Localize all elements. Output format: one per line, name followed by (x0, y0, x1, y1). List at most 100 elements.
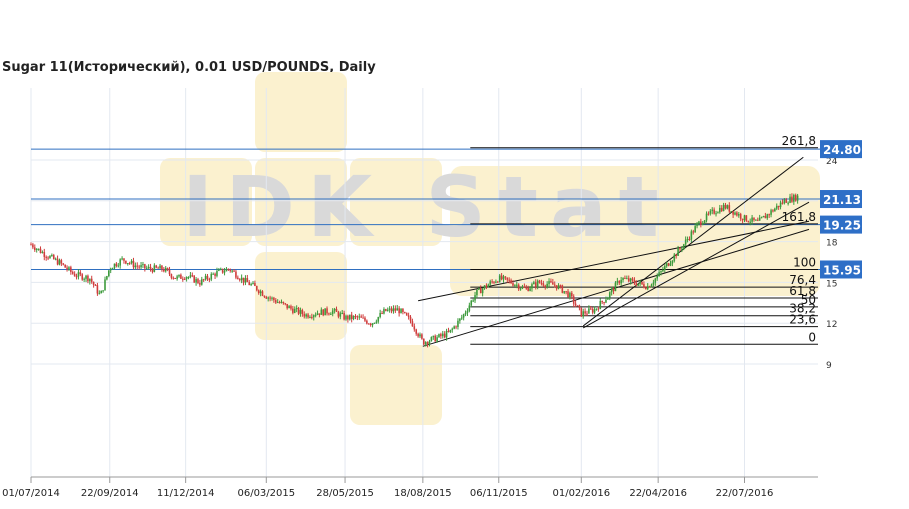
candle-body (405, 312, 408, 316)
candle-body (673, 254, 676, 261)
candle-body (168, 269, 171, 275)
candle-body (176, 276, 178, 279)
candle-body (377, 317, 380, 322)
candle-body (383, 309, 385, 314)
candle-body (445, 330, 448, 338)
candle-body (138, 266, 140, 268)
candle-body (225, 268, 228, 272)
candle-body (352, 315, 355, 320)
candle-body (358, 316, 361, 318)
candle-body (571, 292, 573, 297)
candle-body (544, 285, 547, 287)
candle-body (62, 263, 65, 265)
candle-body (760, 217, 763, 219)
candle-body (223, 271, 226, 273)
candle-body (265, 296, 268, 299)
candle-body (157, 267, 159, 269)
y-tick-label: 15 (826, 279, 837, 289)
x-tick-label: 18/08/2015 (394, 488, 452, 499)
candle-body (39, 248, 42, 253)
candle-body (87, 275, 89, 282)
candle-body (297, 307, 300, 314)
candle-body (424, 342, 427, 345)
candle-body (589, 308, 592, 310)
candle-body (627, 278, 630, 282)
candle-body (756, 219, 759, 221)
candle-body (459, 318, 461, 321)
candle-body (498, 275, 501, 283)
candle-body (299, 309, 302, 314)
candle-body (328, 313, 330, 315)
candle-body (607, 297, 609, 300)
candle-body (411, 321, 414, 327)
candle-body (119, 259, 121, 266)
candle-body (52, 255, 55, 260)
candle-body (785, 199, 788, 203)
x-tick-label: 06/03/2015 (237, 488, 295, 499)
watermark-logo-blocks (160, 72, 820, 425)
candle-body (373, 322, 376, 324)
candle-body (218, 269, 220, 271)
candle-body (309, 317, 311, 319)
candle-body (582, 311, 584, 317)
candle-body (267, 297, 269, 299)
candle-body (254, 283, 256, 287)
candle-body (426, 342, 429, 345)
candle-body (542, 283, 545, 286)
candle-body (500, 275, 503, 280)
candle-body (686, 239, 689, 241)
candle-body (210, 274, 213, 280)
candle-body (145, 267, 148, 269)
candle-body (669, 263, 672, 266)
candle-body (197, 279, 199, 284)
candle-body (98, 293, 101, 295)
candle-body (271, 297, 273, 299)
candle-body (94, 284, 97, 286)
candle-body (639, 281, 641, 284)
candle-body (705, 213, 708, 221)
candle-body (747, 221, 750, 223)
candle-body (174, 277, 177, 279)
candle-body (307, 314, 309, 318)
trendline (582, 201, 810, 329)
y-tick-label: 9 (826, 361, 832, 371)
candle-body (56, 258, 59, 265)
y-tick-label: 18 (826, 239, 838, 249)
candle-body (423, 338, 425, 345)
candle-body (620, 279, 622, 284)
candle-body (580, 307, 583, 317)
candle-body (47, 257, 49, 259)
candle-body (485, 285, 488, 288)
candle-body (394, 308, 397, 311)
candle-body (128, 263, 131, 265)
candle-body (153, 265, 156, 272)
candle-body (521, 286, 524, 289)
candle-body (115, 263, 118, 267)
candle-body (652, 282, 655, 285)
candle-body (347, 315, 349, 320)
candle-body (631, 278, 634, 281)
candle-body (441, 333, 444, 337)
candle-body (753, 217, 755, 221)
candle-body (455, 326, 457, 328)
candle-body (654, 278, 657, 283)
candle-body (191, 275, 194, 277)
candle-body (457, 320, 459, 328)
candle-body (622, 278, 624, 280)
candle-body (49, 256, 51, 259)
candle-body (584, 311, 586, 314)
candle-body (35, 249, 38, 251)
x-tick-label: 28/05/2015 (316, 488, 374, 499)
candle-body (515, 284, 518, 286)
candle-body (185, 277, 188, 280)
candle-body (555, 285, 558, 289)
candle-body (231, 270, 233, 272)
candle-body (586, 313, 588, 315)
candle-body (421, 334, 423, 339)
candle-body (741, 218, 744, 221)
candle-body (489, 281, 492, 285)
candle-body (178, 274, 180, 277)
candle-body (491, 281, 493, 283)
candle-body (77, 272, 80, 277)
candle-body (472, 300, 474, 302)
